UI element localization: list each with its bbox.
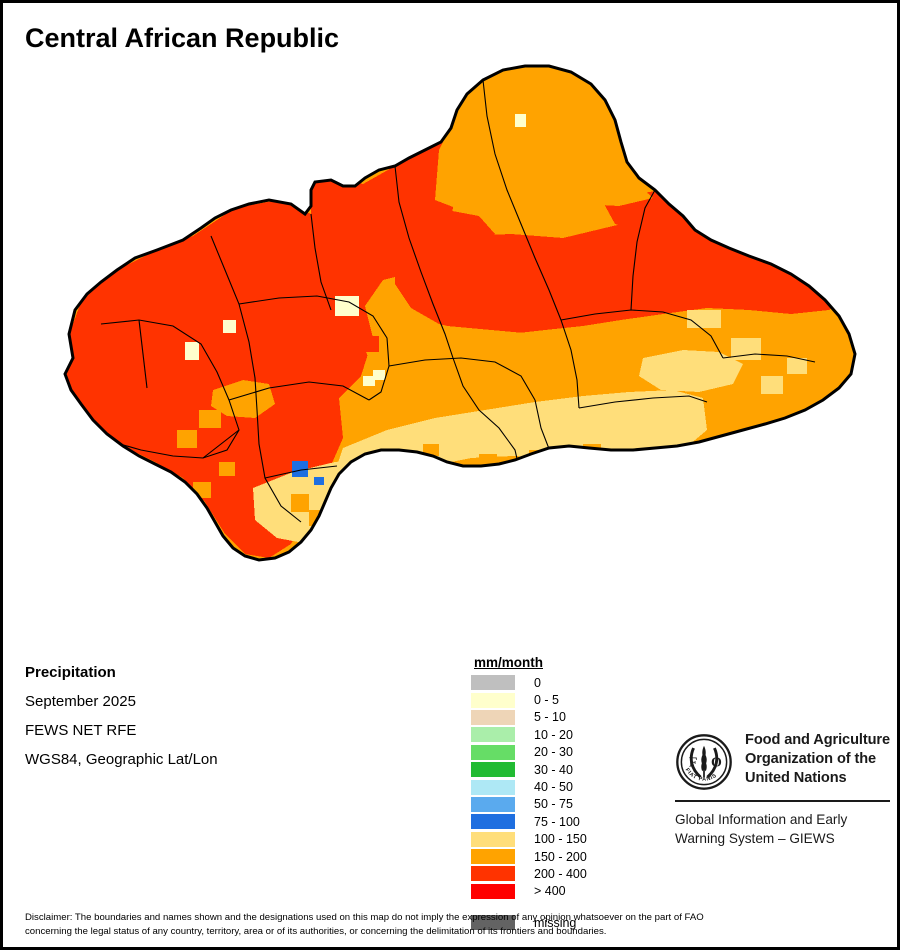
fao-org-line-2: Organization of the <box>745 751 877 767</box>
legend-item: 5 - 10 <box>471 709 671 726</box>
fao-branding-block: F O FIAT PANIS Food and Agriculture Orga… <box>675 731 890 848</box>
map-canvas[interactable] <box>43 58 873 618</box>
legend-label: 5 - 10 <box>534 710 566 725</box>
legend-label: 0 <box>534 675 541 690</box>
map-legend: mm/month 0 0 - 5 5 - 10 10 - 20 20 - 30 … <box>471 655 671 931</box>
legend-swatch <box>471 814 515 830</box>
legend-item: 30 - 40 <box>471 761 671 778</box>
giews-line-2: Warning System – GIEWS <box>675 831 835 846</box>
giews-programme-name: Global Information and Early Warning Sys… <box>675 810 890 848</box>
legend-title: mm/month <box>474 655 543 670</box>
legend-swatch <box>471 709 515 725</box>
info-heading: Precipitation <box>25 664 116 681</box>
legend-label: 10 - 20 <box>534 727 573 742</box>
blue-pixel-bangui <box>292 461 308 477</box>
raster-precipitation-layer <box>65 66 855 560</box>
legend-swatch <box>471 883 515 899</box>
info-period: September 2025 <box>25 693 136 710</box>
svg-text:O: O <box>711 756 722 771</box>
legend-item: 0 - 5 <box>471 691 671 708</box>
legend-label: 30 - 40 <box>534 762 573 777</box>
legend-label: 100 - 150 <box>534 832 587 847</box>
info-source: FEWS NET RFE <box>25 722 137 739</box>
legend-label: > 400 <box>534 884 566 899</box>
legend-item-missing: missing <box>471 914 671 931</box>
legend-item: 0 <box>471 674 671 691</box>
fao-logo-icon: F O FIAT PANIS <box>676 734 732 790</box>
disclaimer-text: Disclaimer: The boundaries and names sho… <box>25 911 883 939</box>
legend-swatch <box>471 727 515 743</box>
legend-item: 150 - 200 <box>471 848 671 865</box>
legend-swatch <box>471 831 515 847</box>
page-title: Central African Republic <box>25 23 340 53</box>
legend-label: 0 - 5 <box>534 693 560 708</box>
legend-label: 40 - 50 <box>534 780 573 795</box>
legend-item: > 400 <box>471 883 671 900</box>
legend-swatch <box>471 866 515 882</box>
legend-label: 20 - 30 <box>534 745 573 760</box>
country-outline-central-african-republic <box>63 64 857 562</box>
legend-swatch <box>471 762 515 778</box>
legend-swatch <box>471 692 515 708</box>
legend-label-missing: missing <box>534 915 577 930</box>
prefecture-boundaries <box>100 79 816 523</box>
fao-org-line-3: United Nations <box>745 770 847 786</box>
legend-swatch-missing <box>471 915 515 931</box>
disclaimer-line-1: Disclaimer: The boundaries and names sho… <box>25 912 704 923</box>
precipitation-raster-map[interactable] <box>43 58 873 618</box>
legend-label: 150 - 200 <box>534 849 587 864</box>
legend-item: 50 - 75 <box>471 796 671 813</box>
legend-label: 75 - 100 <box>534 814 580 829</box>
legend-item: 20 - 30 <box>471 744 671 761</box>
svg-text:F: F <box>689 756 698 771</box>
fao-organization-name: Food and Agriculture Organization of the… <box>745 731 890 788</box>
legend-item: 100 - 150 <box>471 831 671 848</box>
legend-item: 200 - 400 <box>471 865 671 882</box>
legend-swatch <box>471 675 515 691</box>
giews-line-1: Global Information and Early <box>675 812 848 827</box>
fao-divider <box>675 800 890 802</box>
legend-swatch <box>471 779 515 795</box>
legend-swatch <box>471 796 515 812</box>
fao-org-line-1: Food and Agriculture <box>745 732 891 748</box>
legend-swatch <box>471 849 515 865</box>
legend-swatch <box>471 744 515 760</box>
legend-label: 50 - 75 <box>534 797 573 812</box>
legend-item: 75 - 100 <box>471 813 671 830</box>
disclaimer-line-2: concerning the legal status of any count… <box>25 926 607 937</box>
legend-item: 10 - 20 <box>471 726 671 743</box>
legend-label: 200 - 400 <box>534 866 587 881</box>
info-projection: WGS84, Geographic Lat/Lon <box>25 751 218 768</box>
map-info-block: Precipitation September 2025 FEWS NET RF… <box>25 658 325 774</box>
legend-item: 40 - 50 <box>471 778 671 795</box>
